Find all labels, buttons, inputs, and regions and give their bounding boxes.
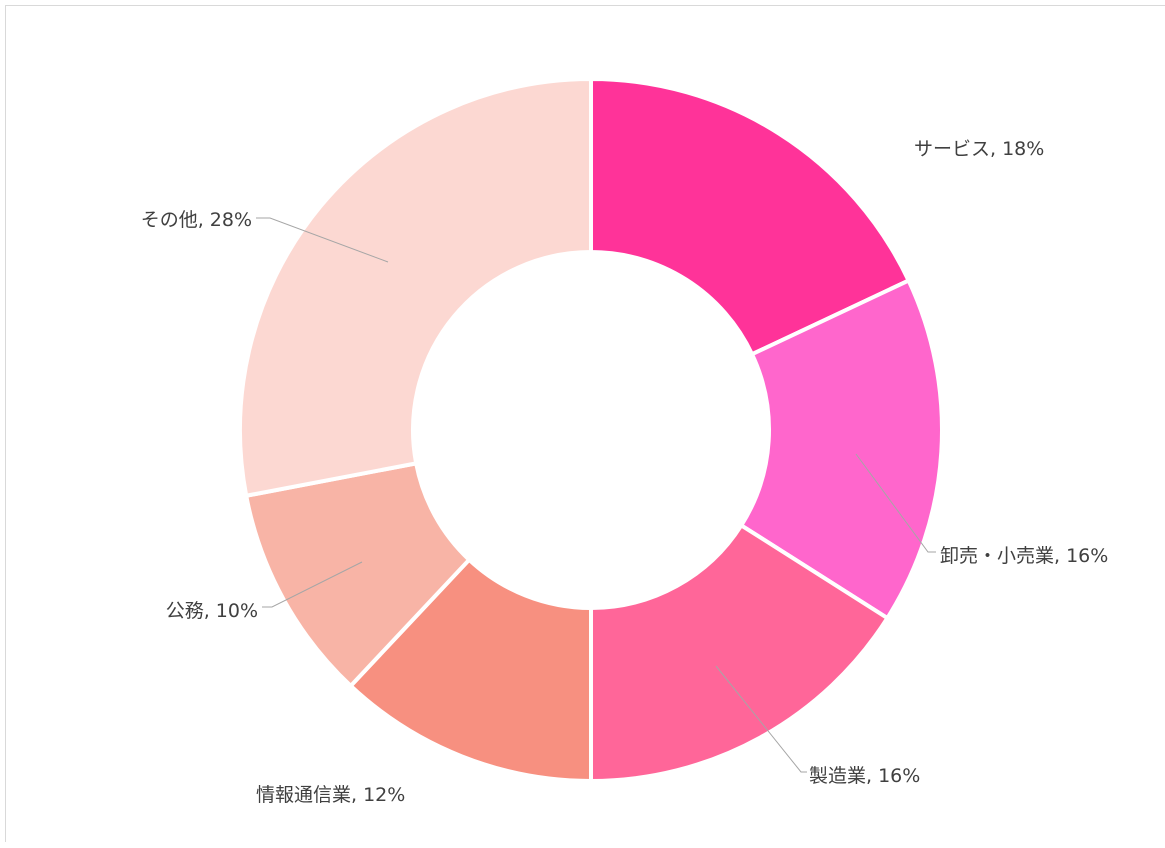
chart-frame: サービス, 18% 卸売・小売業, 16% 製造業, 16% 情報通信業, 12% 公務… [5, 5, 1165, 842]
chart-data-labels: サービス, 18% 卸売・小売業, 16% 製造業, 16% 情報通信業, 12% 公務… [141, 138, 1109, 806]
data-label-4: 情報通信業, 12% [256, 784, 405, 806]
data-label-1: サービス, 18% [914, 138, 1044, 160]
chart-leader-lines [256, 217, 936, 773]
slice-3 [589, 522, 891, 784]
data-label-3: 製造業, 16% [809, 765, 920, 787]
chart-slices [238, 76, 944, 784]
doughnut-chart: サービス, 18% 卸売・小売業, 16% 製造業, 16% 情報通信業, 12% 公務… [141, 76, 1109, 806]
data-label-6: その他, 28% [141, 209, 252, 231]
leader-line-3 [715, 665, 807, 773]
slice-6 [238, 76, 593, 499]
data-label-2: 卸売・小売業, 16% [940, 545, 1108, 567]
slice-1 [589, 76, 912, 357]
slice-2 [738, 277, 944, 621]
data-label-5: 公務, 10% [166, 600, 258, 622]
leader-line-5 [262, 561, 363, 608]
leader-line-2 [855, 453, 936, 553]
leader-line-6 [256, 217, 389, 263]
